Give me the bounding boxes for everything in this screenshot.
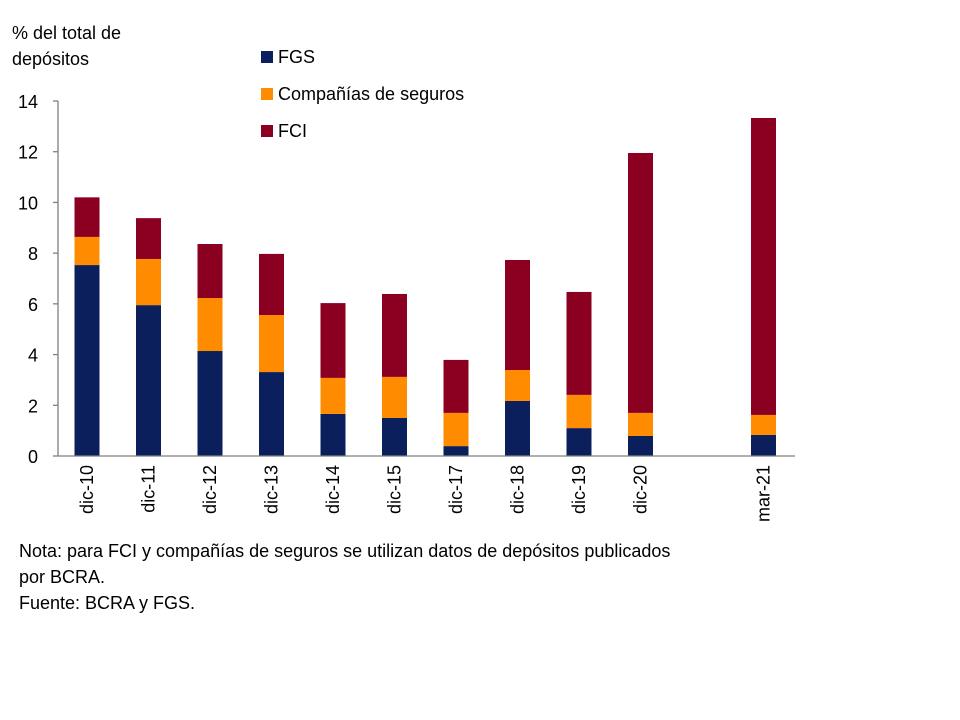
bar-compa-as-de-seguros-dic-17 [443, 412, 469, 447]
bar-compa-as-de-seguros-mar-21 [751, 414, 776, 435]
bar-fci-dic-17 [443, 359, 469, 413]
bar-fci-dic-20 [628, 152, 653, 413]
x-tick-label: dic-17 [446, 465, 466, 514]
bar-compa-as-de-seguros-dic-18 [505, 370, 530, 401]
legend-label: Compañías de seguros [278, 84, 464, 104]
note-line-2: por BCRA. [19, 567, 106, 587]
x-axis: dic-10 dic-11 dic-12 dic-13 dic-14 dic-15 dic-… [58, 455, 795, 522]
legend-label: FCI [278, 121, 307, 141]
y-tick-label: 12 [18, 143, 38, 163]
bar-compa-as-de-seguros-dic-20 [628, 412, 653, 436]
bar-compa-as-de-seguros-dic-12 [197, 298, 223, 352]
bar-compa-as-de-seguros-dic-11 [136, 258, 161, 306]
bar-fci-dic-12 [197, 244, 223, 299]
y-tick-label: 0 [28, 447, 38, 467]
legend: FGS Compañías de seguros FCI [261, 47, 464, 141]
y-axis-label-line-1: % del total de [12, 23, 121, 43]
bar-fgs-dic-14 [320, 413, 346, 456]
x-tick-label: dic-12 [200, 465, 220, 514]
bar-fgs-dic-11 [136, 305, 161, 456]
bar-fgs-dic-19 [566, 428, 592, 456]
bar-fgs-dic-15 [382, 417, 407, 456]
bar-compa-as-de-seguros-dic-15 [382, 376, 407, 418]
bar-fci-dic-19 [566, 291, 592, 395]
x-tick-label: dic-13 [262, 465, 282, 514]
bar-fci-dic-10 [74, 197, 100, 237]
x-tick-label: dic-10 [77, 465, 97, 514]
bars [74, 117, 776, 456]
bar-fgs-dic-10 [74, 265, 100, 456]
bar-fci-mar-21 [751, 117, 776, 415]
x-tick-label: dic-18 [508, 465, 528, 514]
bar-compa-as-de-seguros-dic-10 [74, 236, 100, 266]
x-tick-label: dic-15 [385, 465, 405, 514]
bar-fci-dic-13 [259, 253, 284, 316]
y-tick-label: 14 [18, 92, 38, 112]
note-line-1: Nota: para FCI y compañías de seguros se… [19, 541, 671, 561]
bar-fgs-dic-18 [505, 400, 530, 456]
bar-fgs-dic-17 [443, 446, 469, 456]
bar-compa-as-de-seguros-dic-14 [320, 377, 346, 414]
bar-fgs-mar-21 [751, 434, 776, 456]
x-tick-label: dic-11 [139, 465, 159, 513]
legend-label: FGS [278, 47, 315, 67]
legend-swatch [261, 88, 273, 100]
x-tick-label: mar-21 [754, 465, 774, 522]
x-tick-label: dic-20 [631, 465, 651, 514]
y-axis: 0 2 4 6 8 10 12 14 [18, 92, 59, 467]
bar-fgs-dic-12 [197, 351, 223, 456]
bar-fgs-dic-20 [628, 435, 653, 456]
bar-fgs-dic-13 [259, 372, 284, 456]
source-note: Fuente: BCRA y FGS. [19, 593, 196, 613]
y-tick-label: 8 [28, 244, 38, 264]
legend-swatch [261, 51, 273, 63]
y-tick-label: 2 [28, 396, 38, 416]
y-tick-label: 6 [28, 295, 38, 315]
legend-swatch [261, 125, 273, 137]
y-axis-label-line-2: depósitos [12, 49, 89, 69]
y-tick-label: 10 [18, 193, 38, 213]
bar-fci-dic-18 [505, 259, 530, 371]
x-tick-label: dic-14 [323, 465, 343, 514]
bar-fci-dic-15 [382, 293, 407, 377]
bar-fci-dic-14 [320, 303, 346, 378]
bar-compa-as-de-seguros-dic-13 [259, 315, 284, 373]
bar-compa-as-de-seguros-dic-19 [566, 394, 592, 429]
x-tick-label: dic-19 [569, 465, 589, 514]
y-tick-label: 4 [28, 346, 38, 366]
bar-fci-dic-11 [136, 218, 161, 259]
